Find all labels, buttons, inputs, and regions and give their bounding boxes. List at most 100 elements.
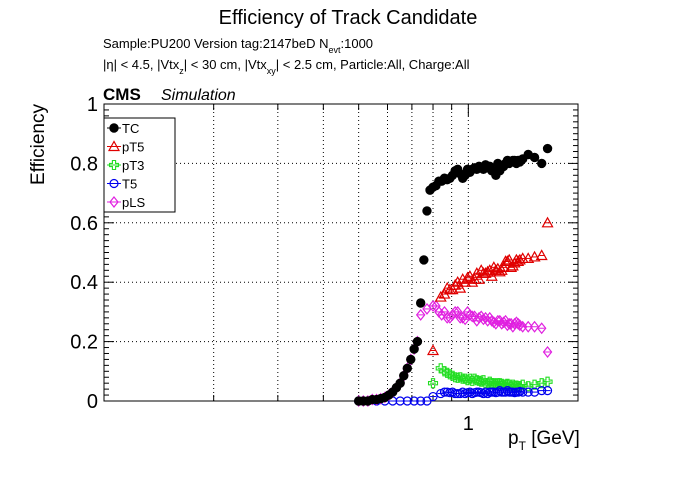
legend-marker-pls	[109, 196, 119, 208]
legend-marker-tc	[109, 123, 119, 133]
simulation-label: Simulation	[161, 87, 236, 104]
data-point-pt5	[513, 253, 526, 265]
data-point-pls	[529, 320, 540, 333]
y-tick-label: 0.4	[70, 272, 98, 294]
legend-marker-pt5	[107, 140, 121, 152]
data-point-pls	[536, 322, 547, 335]
subtitle-line-1-sub: evt	[328, 45, 341, 55]
x-axis-title-main: p	[508, 428, 519, 449]
data-point-tc	[542, 143, 553, 154]
subtitle-line-1: Sample:PU200 Version tag:2147beD Nevt:10…	[103, 36, 373, 55]
data-point-pls	[436, 308, 447, 321]
data-point-tc	[537, 158, 547, 169]
subtitle-line-2-sub1: z	[179, 66, 184, 76]
data-point-pls	[455, 311, 465, 324]
data-point-pls	[523, 320, 533, 333]
data-point-pt3	[517, 379, 528, 390]
data-point-tc	[395, 378, 405, 388]
data-point-pt5	[461, 271, 474, 283]
data-point-pls	[457, 311, 468, 324]
y-tick-label: 0	[87, 391, 98, 413]
data-point-pt5	[503, 253, 516, 265]
subtitle-line-2-b: | < 30 cm, |Vtx	[184, 57, 267, 72]
data-point-pt3	[469, 373, 480, 384]
data-point-tc	[529, 152, 540, 163]
data-point-t5	[395, 396, 405, 406]
chart-title: Efficiency of Track Candidate	[219, 7, 478, 29]
data-point-tc	[422, 206, 432, 216]
legend-marker-t5	[109, 178, 119, 189]
x-axis-title: pT [GeV]	[508, 428, 580, 453]
data-point-pls	[482, 314, 493, 327]
legend-label-pls: pLS	[122, 195, 145, 210]
y-tick-label: 0.6	[70, 213, 98, 235]
data-point-pt5	[479, 267, 492, 278]
series-layer	[353, 143, 554, 407]
data-point-pls	[428, 299, 438, 312]
legend-label-tc: TC	[122, 121, 139, 136]
y-tick-label: 0.8	[70, 153, 98, 175]
data-point-t5	[458, 387, 468, 397]
data-point-pt5	[512, 255, 525, 267]
y-axis-title: Efficiency	[28, 104, 49, 185]
data-point-pt3	[542, 376, 553, 387]
x-tick-label: 1	[463, 413, 474, 435]
data-point-pls	[415, 308, 426, 321]
legend-label-pt3: pT3	[122, 158, 144, 173]
series-tc	[353, 143, 553, 406]
data-point-tc	[402, 363, 413, 374]
data-point-pt5	[449, 278, 462, 290]
data-point-pt3	[484, 376, 495, 387]
legend-entries: TC pT5 pT3 T5 pLS	[107, 121, 145, 210]
series-pt5	[427, 216, 554, 356]
subtitle-line-2: |η| < 4.5, |Vtxz| < 30 cm, |Vtxxy| < 2.5…	[103, 57, 470, 76]
data-point-pt5	[541, 216, 554, 228]
x-axis-title-sub: T	[519, 439, 527, 453]
data-point-pls	[542, 346, 553, 358]
data-point-pls	[445, 311, 455, 324]
subtitle-line-1-suffix: :1000	[341, 36, 374, 51]
y-tick-label: 0.2	[70, 332, 98, 354]
data-point-pt5	[454, 281, 467, 293]
data-point-pt5	[427, 344, 440, 356]
data-point-pls	[467, 310, 478, 323]
data-point-pls	[515, 319, 525, 332]
cms-label: CMS	[103, 85, 141, 104]
data-point-pls	[493, 314, 503, 327]
data-point-tc	[412, 336, 423, 347]
data-point-pt3	[455, 372, 466, 383]
subtitle-line-2-c: | < 2.5 cm, Particle:All, Charge:All	[276, 57, 470, 72]
legend: TC pT5 pT3 T5 pLS	[103, 117, 176, 213]
data-point-pt3	[447, 370, 458, 381]
data-point-t5	[428, 391, 438, 402]
data-point-pt3	[427, 378, 439, 389]
data-point-pt3	[529, 379, 540, 390]
data-point-pt5	[441, 281, 454, 293]
data-point-t5	[529, 387, 540, 397]
subtitle-line-2-a: |η| < 4.5, |Vtx	[103, 57, 180, 72]
data-point-tc	[419, 255, 429, 265]
data-point-pls	[450, 305, 460, 318]
data-point-pt3	[452, 372, 463, 383]
y-tick-label: 1	[87, 94, 98, 116]
data-point-pt5	[501, 255, 514, 267]
x-axis-title-unit: [GeV]	[526, 428, 580, 449]
data-point-pt5	[434, 290, 447, 302]
data-point-t5	[542, 386, 553, 396]
data-point-pt5	[528, 250, 541, 262]
data-point-pt5	[473, 272, 486, 284]
data-point-tc	[399, 371, 409, 381]
data-point-pt5	[535, 249, 548, 261]
data-point-tc	[406, 354, 416, 365]
subtitle-line-2-sub2: xy	[267, 66, 277, 76]
subtitle-line-1-prefix: Sample:PU200 Version tag:2147beD N	[103, 36, 328, 51]
legend-label-t5: T5	[122, 177, 137, 192]
legend-label-pt5: pT5	[122, 140, 144, 155]
data-point-tc	[415, 298, 426, 308]
data-point-t5	[422, 396, 432, 406]
data-point-pt5	[497, 261, 510, 272]
series-pt3	[427, 363, 553, 392]
data-point-pt5	[451, 275, 464, 287]
